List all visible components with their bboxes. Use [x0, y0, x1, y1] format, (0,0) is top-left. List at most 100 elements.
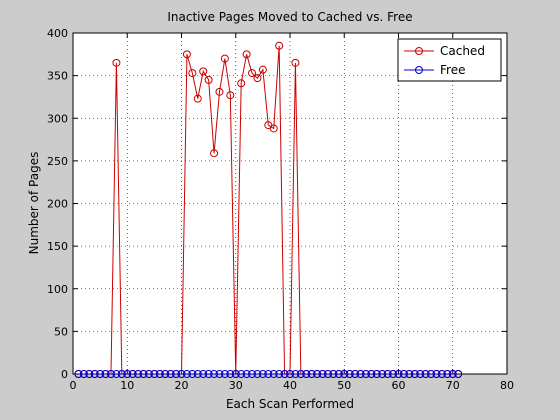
data-point-cached	[291, 58, 300, 67]
data-point-free	[394, 370, 403, 378]
data-point-cached	[220, 54, 229, 63]
y-tick-label: 350	[47, 70, 68, 83]
x-tick-label: 20	[175, 379, 189, 392]
data-point-free	[258, 370, 267, 378]
data-point-free	[416, 370, 425, 378]
y-axis-label: Number of Pages	[27, 152, 41, 255]
series	[74, 41, 463, 378]
legend-entry-free: Free	[440, 63, 465, 77]
data-point-free	[323, 370, 332, 378]
data-point-free	[410, 370, 419, 378]
data-point-cached	[253, 74, 262, 83]
y-tick-label: 250	[47, 155, 68, 168]
data-point-cached	[215, 87, 224, 96]
y-tick-label: 100	[47, 283, 68, 296]
data-point-cached	[269, 124, 278, 133]
x-axis-label: Each Scan Performed	[226, 397, 354, 411]
data-point-free	[264, 370, 273, 378]
data-point-free	[318, 370, 327, 378]
data-point-cached	[193, 94, 202, 103]
data-point-free	[172, 370, 181, 378]
data-point-free	[307, 370, 316, 378]
data-point-cached	[182, 50, 191, 59]
data-point-free	[405, 370, 414, 378]
data-point-cached	[199, 67, 208, 76]
data-point-free	[340, 370, 349, 378]
data-point-free	[155, 370, 164, 378]
x-tick-label: 50	[337, 379, 351, 392]
y-tick-label: 300	[47, 112, 68, 125]
data-point-free	[166, 370, 175, 378]
data-point-free	[275, 370, 284, 378]
data-point-free	[372, 370, 381, 378]
data-point-free	[134, 370, 143, 378]
data-point-free	[286, 370, 294, 378]
data-point-free	[345, 370, 354, 378]
data-point-free	[378, 370, 387, 378]
y-tick-label: 50	[54, 325, 68, 338]
data-point-free	[74, 370, 83, 378]
legend-box	[397, 38, 502, 82]
data-point-cached	[112, 58, 121, 67]
data-point-cached	[204, 75, 213, 84]
data-point-free	[427, 370, 436, 378]
data-point-free	[291, 370, 300, 378]
data-point-free	[199, 370, 208, 378]
y-tick-label: 400	[47, 27, 68, 40]
legend: Cached Free	[397, 38, 502, 82]
data-point-free	[280, 370, 289, 378]
data-point-free	[90, 370, 99, 378]
data-point-free	[188, 370, 197, 378]
data-point-free	[79, 370, 88, 378]
data-point-free	[139, 370, 148, 378]
data-point-free	[150, 370, 159, 378]
y-tick-label: 0	[61, 368, 68, 381]
x-tick-label: 30	[229, 379, 243, 392]
x-tick-label: 0	[70, 379, 77, 392]
data-point-free	[242, 370, 251, 378]
series-free	[74, 370, 463, 378]
data-point-free	[220, 370, 229, 378]
data-point-free	[351, 370, 360, 378]
data-point-free	[421, 370, 430, 378]
data-point-free	[204, 370, 213, 378]
grid	[73, 33, 507, 374]
legend-swatch-marker	[415, 66, 423, 74]
data-point-free	[128, 370, 137, 378]
data-point-cached	[210, 149, 219, 158]
data-point-free	[177, 370, 186, 378]
x-tick-label: 60	[392, 379, 406, 392]
data-point-free	[123, 370, 132, 378]
legend-entry-cached: Cached	[440, 44, 485, 58]
data-point-free	[182, 370, 191, 378]
data-point-free	[329, 370, 338, 378]
data-point-free	[226, 370, 235, 378]
chart-title: Inactive Pages Moved to Cached vs. Free	[167, 10, 412, 24]
data-point-cached	[275, 41, 284, 50]
data-point-free	[443, 370, 452, 378]
data-point-cached	[188, 69, 197, 78]
data-point-free	[313, 370, 322, 378]
data-point-cached	[248, 69, 257, 78]
data-point-free	[210, 370, 219, 378]
data-point-free	[101, 370, 110, 378]
data-point-free	[248, 370, 257, 378]
y-tick-label: 150	[47, 240, 68, 253]
y-tick-label: 200	[47, 198, 68, 211]
data-point-free	[302, 370, 311, 378]
data-point-cached	[258, 65, 267, 74]
data-point-free	[144, 370, 153, 378]
legend-swatch-marker	[415, 47, 423, 55]
x-tick-label: 10	[120, 379, 134, 392]
data-point-free	[106, 370, 115, 378]
data-point-free	[361, 370, 370, 378]
data-point-free	[389, 370, 398, 378]
x-tick-label: 70	[446, 379, 460, 392]
x-tick-label: 40	[283, 379, 297, 392]
data-point-free	[367, 370, 376, 378]
data-point-cached	[237, 79, 246, 88]
data-point-free	[161, 370, 170, 378]
data-point-free	[399, 370, 408, 378]
data-point-free	[96, 370, 105, 378]
